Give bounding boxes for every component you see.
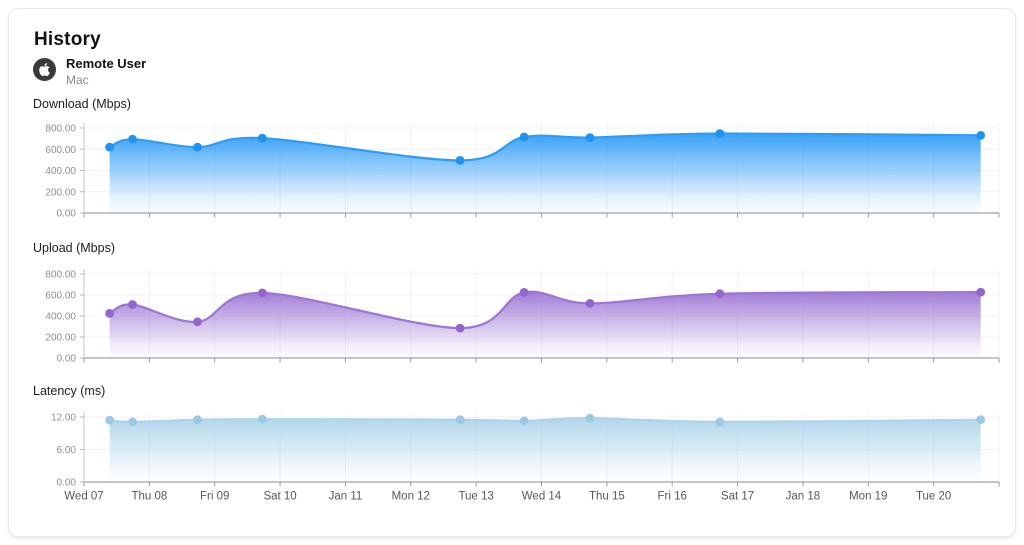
y-tick-label: 200.00	[45, 333, 76, 344]
data-point[interactable]	[193, 415, 202, 425]
data-point[interactable]	[585, 413, 595, 423]
data-point[interactable]	[976, 287, 986, 297]
data-point[interactable]	[128, 300, 137, 309]
history-card: History Remote User Mac Download (Mbps) …	[8, 8, 1016, 537]
user-name: Remote User	[66, 56, 147, 71]
y-tick-label: 12.00	[51, 413, 76, 424]
x-tick-label: Sat 10	[263, 491, 296, 503]
data-point[interactable]	[976, 131, 986, 140]
data-point[interactable]	[519, 416, 529, 426]
data-point[interactable]	[519, 132, 529, 142]
data-point[interactable]	[193, 142, 202, 152]
page-title: History	[34, 29, 101, 50]
data-point[interactable]	[585, 133, 595, 142]
area-fill	[109, 418, 981, 482]
data-point[interactable]	[105, 309, 114, 318]
data-point[interactable]	[105, 415, 114, 425]
x-tick-label: Jan 11	[329, 491, 363, 503]
x-tick-label: Mon 19	[849, 491, 887, 503]
x-tick-label: Thu 08	[131, 491, 167, 503]
data-point[interactable]	[128, 134, 137, 144]
y-tick-label: 800.00	[45, 270, 76, 281]
y-tick-label: 400.00	[45, 166, 76, 177]
data-point[interactable]	[258, 414, 267, 424]
user-info: Remote User Mac	[33, 56, 146, 88]
chart-title-latency: Latency (ms)	[33, 384, 106, 398]
x-tick-label: Thu 15	[589, 491, 625, 503]
download-chart[interactable]: 0.00 200.00 400.00 600.00 800.00	[33, 119, 1009, 220]
upload-chart[interactable]: 0.00 200.00 400.00 600.00 800.00	[33, 265, 1009, 365]
y-tick-label: 6.00	[57, 445, 77, 456]
x-tick-label: Fri 16	[658, 491, 687, 503]
data-point[interactable]	[105, 142, 114, 152]
apple-icon	[33, 58, 56, 81]
series-line	[108, 132, 982, 162]
data-point[interactable]	[455, 156, 465, 165]
data-point[interactable]	[455, 415, 465, 425]
user-platform: Mac	[66, 73, 89, 87]
y-tick-label: 0.00	[57, 354, 77, 365]
y-tick-label: 600.00	[45, 145, 76, 156]
data-point[interactable]	[519, 288, 529, 297]
area-fill	[109, 291, 981, 358]
data-point[interactable]	[715, 417, 725, 427]
chart-title-download: Download (Mbps)	[33, 97, 131, 111]
x-tick-label: Mon 12	[392, 491, 430, 503]
latency-chart[interactable]: 0.00 6.00 12.00 Wed 07 Thu 08 Fri 09 Sat 10 Jan…	[33, 409, 1009, 504]
x-tick-label: Tue 20	[916, 491, 951, 503]
x-tick-label: Tue 13	[458, 491, 493, 503]
x-tick-label: Jan 18	[786, 491, 821, 503]
area-fill	[109, 133, 981, 213]
y-tick-label: 0.00	[57, 209, 77, 220]
y-tick-label: 200.00	[45, 187, 76, 198]
apple-logo-glyph	[39, 63, 50, 76]
chart-title-upload: Upload (Mbps)	[33, 241, 115, 255]
data-point[interactable]	[258, 133, 267, 143]
data-point[interactable]	[715, 289, 725, 299]
y-tick-label: 800.00	[45, 124, 76, 135]
data-point[interactable]	[715, 129, 725, 138]
y-tick-label: 0.00	[57, 478, 77, 489]
x-tick-label: Sat 17	[721, 491, 754, 503]
y-tick-label: 400.00	[45, 312, 76, 323]
data-point[interactable]	[128, 417, 137, 427]
data-point[interactable]	[258, 288, 267, 298]
user-meta: Remote User Mac	[66, 56, 146, 88]
data-point[interactable]	[455, 323, 465, 333]
data-point[interactable]	[193, 317, 202, 327]
x-tick-label: Wed 07	[64, 491, 103, 503]
y-tick-label: 600.00	[45, 291, 76, 302]
data-point[interactable]	[976, 415, 986, 425]
x-tick-label: Wed 14	[522, 491, 562, 503]
data-point[interactable]	[585, 299, 595, 308]
x-tick-label: Fri 09	[200, 491, 229, 503]
series-line	[108, 416, 982, 424]
